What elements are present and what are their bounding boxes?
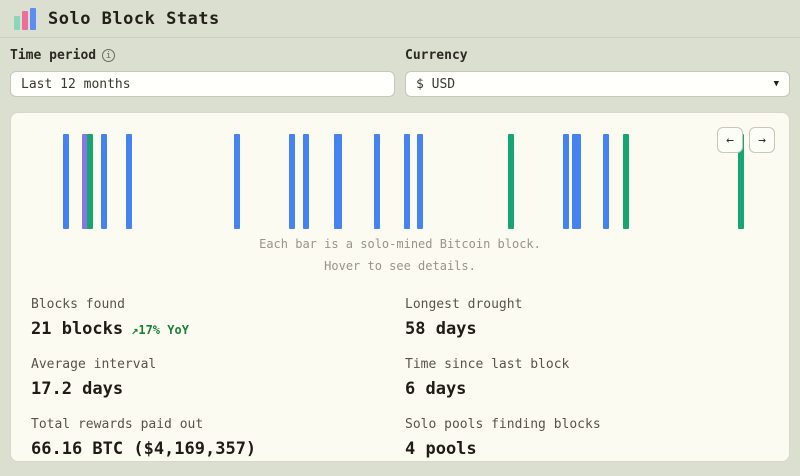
block-bar[interactable] — [303, 134, 309, 229]
stat-total-rewards: Total rewards paid out 66.16 BTC ($4,169… — [31, 411, 395, 471]
time-period-input[interactable]: Last 12 months — [10, 71, 395, 97]
arrow-right-icon: → — [758, 132, 766, 148]
currency-select[interactable]: $ USD ▼ — [405, 71, 790, 97]
currency-label: Currency — [405, 48, 468, 63]
time-period-label: Time period i — [10, 48, 395, 63]
chart-caption-line1: Each bar is a solo-mined Bitcoin block. — [259, 237, 541, 251]
stat-label: Total rewards paid out — [31, 417, 204, 432]
block-bar[interactable] — [87, 134, 93, 229]
stat-solo-pools: Solo pools finding blocks 4 pools — [405, 411, 769, 471]
stat-value: 17.2 days — [31, 379, 124, 399]
stat-label: Longest drought — [405, 297, 523, 312]
block-bar[interactable] — [404, 134, 410, 229]
time-period-field-group: Time period i Last 12 months — [10, 48, 395, 97]
time-period-value: Last 12 months — [21, 76, 131, 92]
block-bar[interactable] — [417, 134, 423, 229]
block-bar[interactable] — [374, 134, 380, 229]
block-bar[interactable] — [738, 134, 744, 229]
stats-card: ← → Each bar is a solo-mined Bitcoin blo… — [10, 112, 790, 462]
block-bar[interactable] — [603, 134, 609, 229]
block-bar[interactable] — [63, 134, 69, 229]
stat-label: Time since last block — [405, 357, 570, 372]
next-period-button[interactable]: → — [749, 127, 775, 153]
stat-value: 21 blocks ↗17% YoY — [31, 319, 189, 339]
block-timeline-chart[interactable] — [11, 113, 789, 243]
stat-value: 58 days — [405, 319, 477, 339]
stat-label: Average interval — [31, 357, 157, 372]
stat-value: 66.16 BTC ($4,169,357) — [31, 439, 257, 459]
block-bar[interactable] — [101, 134, 107, 229]
currency-value: $ USD — [416, 76, 456, 92]
stat-average-interval: Average interval 17.2 days — [31, 351, 395, 411]
stats-grid: Blocks found 21 blocks ↗17% YoY Longest … — [31, 291, 769, 471]
bar-chart-icon — [14, 7, 36, 30]
app-header: Solo Block Stats — [0, 0, 800, 38]
arrow-left-icon: ← — [726, 132, 734, 148]
page-title: Solo Block Stats — [48, 8, 220, 29]
chevron-down-icon: ▼ — [773, 79, 779, 89]
block-bar[interactable] — [572, 134, 581, 229]
block-bar[interactable] — [508, 134, 514, 229]
block-bar[interactable] — [563, 134, 569, 229]
chart-caption-line2: Hover to see details. — [324, 259, 476, 273]
block-bar[interactable] — [234, 134, 240, 229]
stat-value: 4 pools — [405, 439, 477, 459]
stat-time-since-last-block: Time since last block 6 days — [405, 351, 769, 411]
stat-label: Solo pools finding blocks — [405, 417, 601, 432]
info-icon[interactable]: i — [102, 49, 116, 62]
prev-period-button[interactable]: ← — [717, 127, 743, 153]
stat-label: Blocks found — [31, 297, 125, 312]
yoy-badge: ↗17% YoY — [131, 323, 189, 337]
stat-value: 6 days — [405, 379, 467, 399]
block-bar[interactable] — [623, 134, 629, 229]
block-bar[interactable] — [334, 134, 342, 229]
stat-blocks-found: Blocks found 21 blocks ↗17% YoY — [31, 291, 395, 351]
stat-longest-drought: Longest drought 58 days — [405, 291, 769, 351]
block-bar[interactable] — [126, 134, 132, 229]
block-bar[interactable] — [289, 134, 295, 229]
currency-field-group: Currency $ USD ▼ — [405, 48, 790, 97]
block-bar[interactable] — [82, 134, 88, 229]
